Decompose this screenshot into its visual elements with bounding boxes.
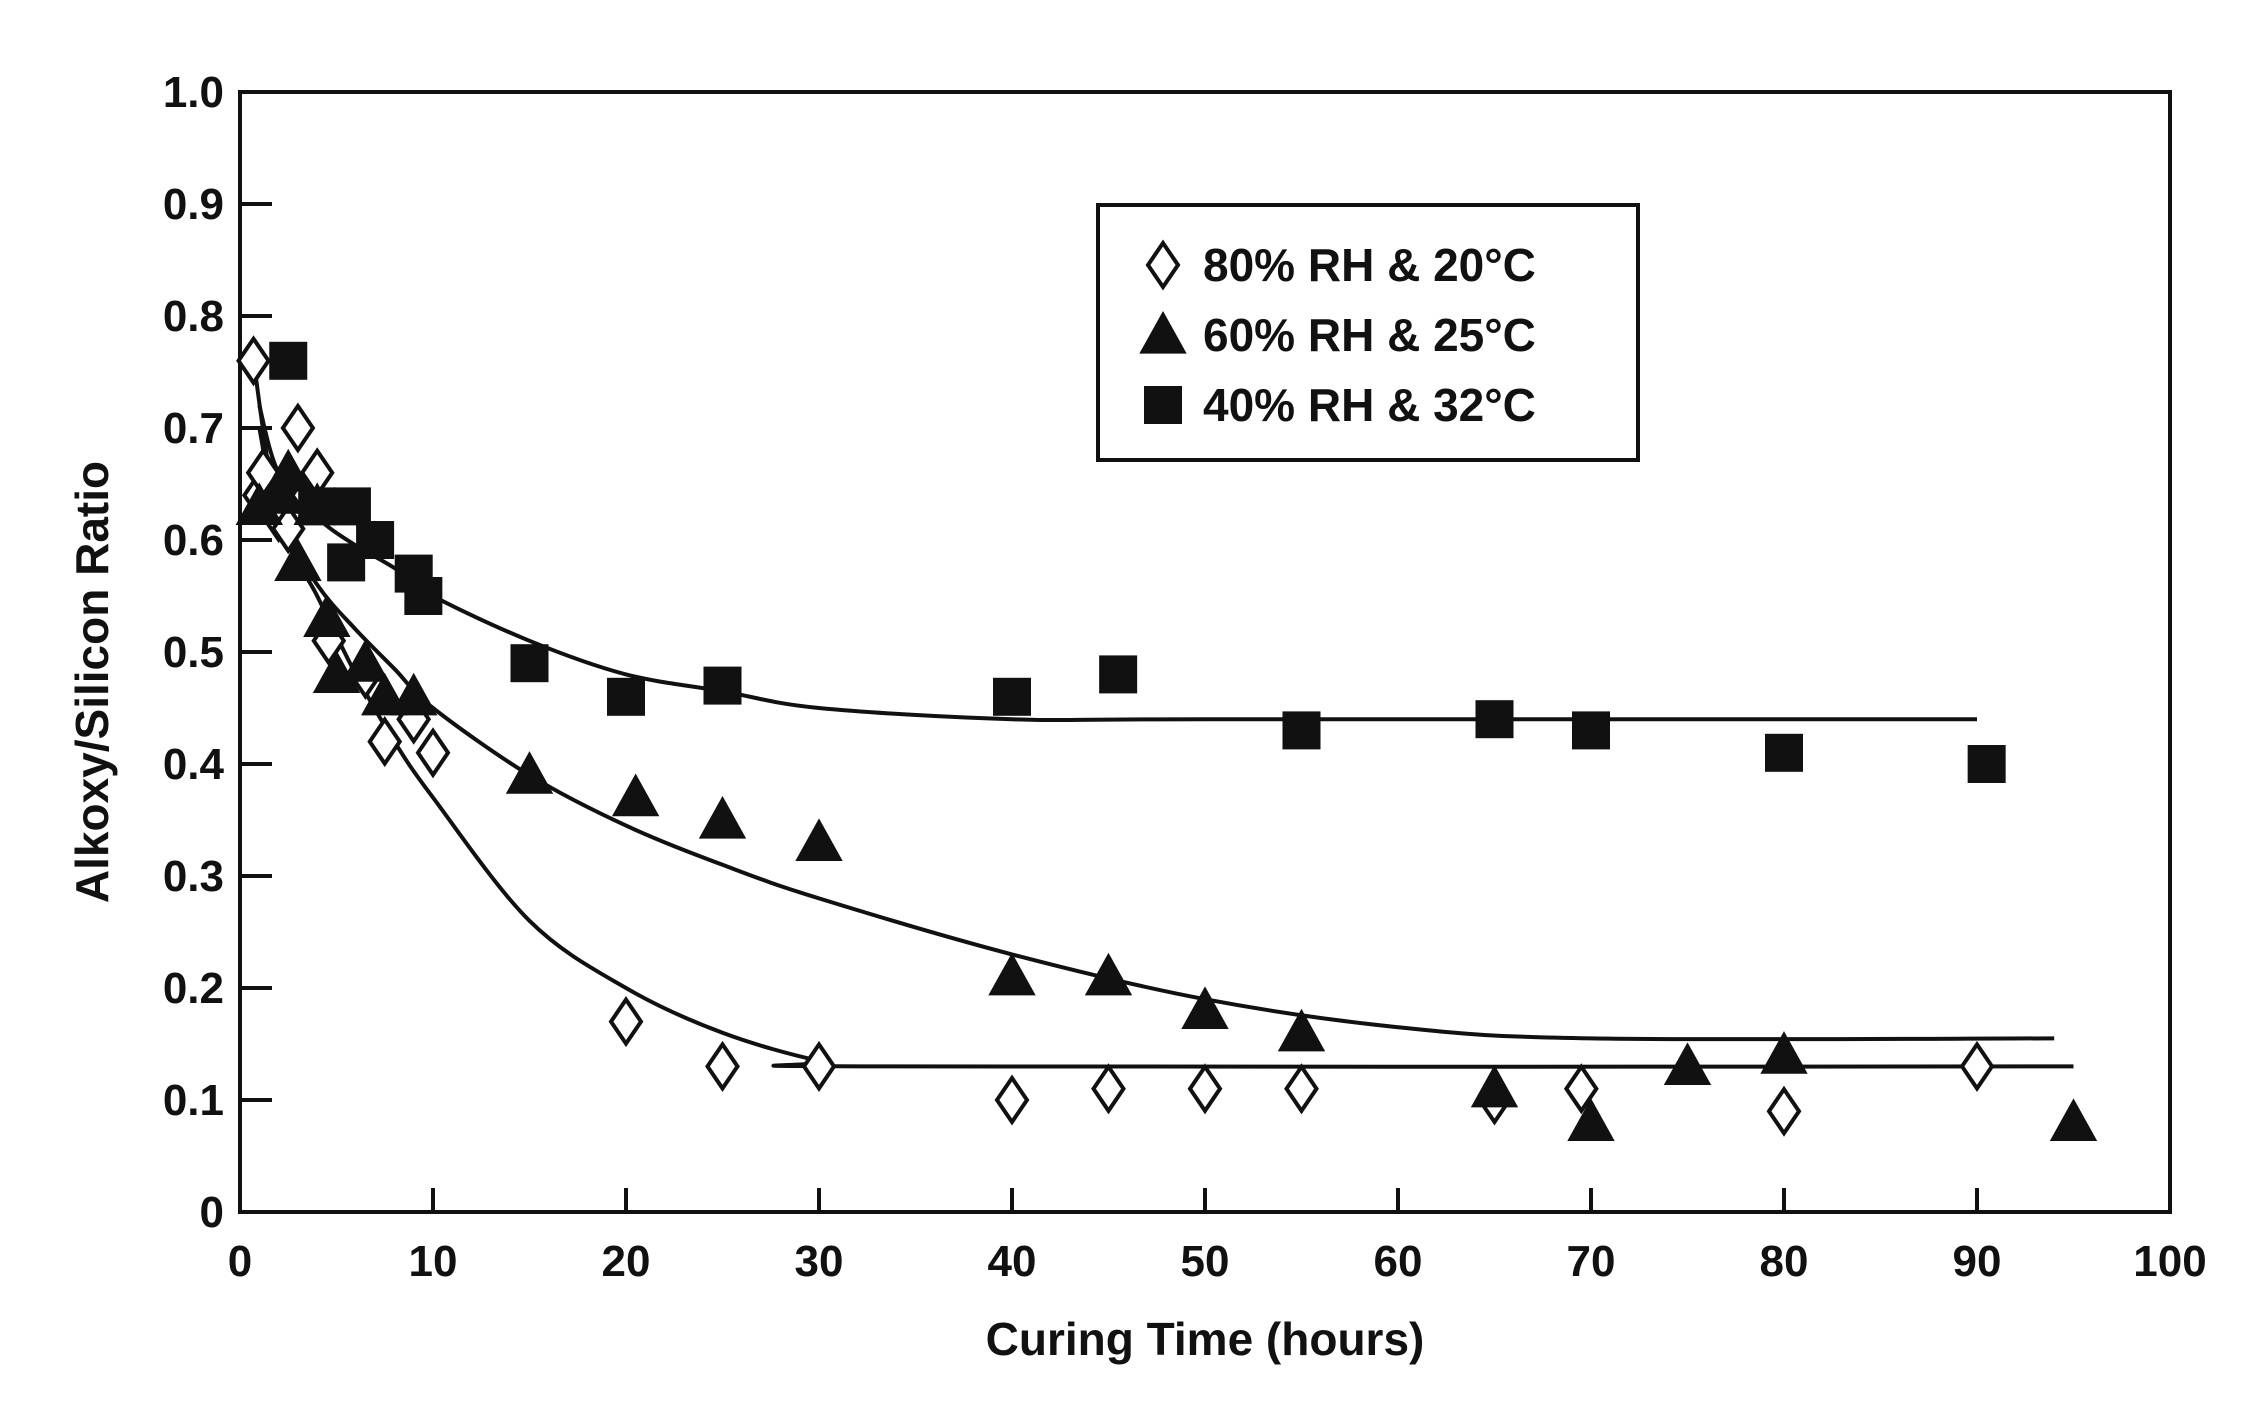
- data-point-triangle: [611, 773, 660, 817]
- series-3-points: [269, 341, 2006, 783]
- data-point-diamond: [280, 402, 316, 454]
- x-tick-label: 80: [1760, 1237, 1809, 1286]
- data-point-square: [1282, 711, 1321, 750]
- x-tick-label: 100: [2133, 1237, 2206, 1286]
- data-point-diamond: [1563, 1063, 1599, 1115]
- data-point-triangle: [505, 751, 554, 794]
- data-point-diamond: [236, 335, 271, 387]
- data-point-triangle: [698, 795, 747, 839]
- fit-line-1: [251, 360, 2074, 1069]
- x-tick-label: 20: [602, 1237, 651, 1286]
- y-tick-label: 0.9: [163, 180, 224, 229]
- data-point-triangle: [264, 448, 312, 492]
- y-tick-label: 0.5: [163, 628, 224, 677]
- data-point-triangle: [274, 538, 322, 581]
- legend-label: 80% RH & 20°C: [1203, 239, 1536, 291]
- data-point-square: [1967, 745, 2006, 783]
- legend: 80% RH & 20°C 60% RH & 25°C 40% RH & 32°C: [1096, 203, 1640, 462]
- x-tick-label: 50: [1181, 1237, 1230, 1286]
- y-tick-label: 0.4: [163, 740, 225, 789]
- legend-marker-square: [1144, 386, 1182, 424]
- data-point-diamond: [801, 1040, 837, 1092]
- data-point-triangle: [1760, 1031, 1808, 1074]
- data-point-diamond: [1959, 1040, 1995, 1092]
- data-point-triangle: [341, 639, 390, 682]
- legend-marker-diamond: [1145, 239, 1181, 291]
- x-tick-label: 70: [1567, 1237, 1616, 1286]
- data-point-triangle: [390, 672, 438, 716]
- y-tick-label: 0.3: [163, 852, 224, 901]
- y-tick-label: 0.1: [163, 1076, 224, 1125]
- data-point-square: [1099, 655, 1138, 694]
- series-2-points: [235, 448, 2098, 1141]
- data-point-square: [703, 666, 742, 705]
- x-tick-label: 30: [795, 1237, 844, 1286]
- data-points: [235, 335, 2098, 1141]
- data-point-triangle: [1181, 986, 1229, 1029]
- data-point-triangle: [361, 672, 409, 716]
- data-point-square: [607, 677, 645, 716]
- legend-box: [1096, 203, 1640, 462]
- y-tick-label: 0.6: [163, 516, 224, 565]
- legend-label: 40% RH & 32°C: [1203, 379, 1536, 431]
- data-point-diamond: [1284, 1063, 1319, 1115]
- data-point-square: [298, 487, 337, 526]
- x-axis-label: Curing Time (hours): [986, 1313, 1425, 1365]
- data-point-diamond: [1091, 1063, 1126, 1115]
- data-point-triangle: [1663, 1042, 1712, 1085]
- data-point-square: [356, 521, 395, 559]
- data-point-square: [1765, 733, 1803, 772]
- data-point-triangle: [1277, 1008, 1326, 1052]
- legend-marker-triangle: [1139, 310, 1187, 354]
- data-point-square: [993, 677, 1031, 716]
- data-point-square: [332, 487, 371, 526]
- data-point-diamond: [415, 727, 451, 779]
- y-tick-label: 0.2: [163, 964, 224, 1013]
- fit-lines: [251, 360, 2074, 1069]
- data-point-diamond: [994, 1074, 1030, 1126]
- y-tick-label: 0: [200, 1188, 224, 1237]
- axis-ticks: 0 10 20 30 40 50 60 70 80 90 100 0 0.1 0.2 0.3 0.4 0.5 0.…: [163, 68, 2207, 1286]
- x-tick-label: 60: [1374, 1237, 1423, 1286]
- data-point-triangle: [1567, 1098, 1615, 1141]
- data-point-triangle: [254, 471, 303, 514]
- fit-line-2: [257, 427, 2055, 1042]
- x-tick-label: 0: [228, 1237, 252, 1286]
- legend-label: 60% RH & 25°C: [1203, 309, 1536, 361]
- data-point-triangle: [795, 818, 843, 861]
- x-tick-label: 90: [1953, 1237, 2002, 1286]
- data-point-triangle: [1470, 1064, 1519, 1108]
- data-point-square: [510, 644, 549, 683]
- data-point-triangle: [988, 952, 1036, 996]
- y-tick-label: 0.8: [163, 292, 224, 341]
- y-tick-label: 1.0: [163, 68, 224, 117]
- x-tick-label: 10: [409, 1237, 458, 1286]
- data-point-triangle: [2049, 1098, 2098, 1141]
- data-point-square: [1572, 711, 1610, 750]
- data-point-square: [1475, 700, 1514, 739]
- y-axis-label: Alkoxy/Silicon Ratio: [66, 461, 118, 903]
- data-point-square: [404, 577, 443, 615]
- data-point-square: [269, 341, 308, 380]
- fit-line-3: [257, 405, 1977, 723]
- data-point-diamond: [1187, 1063, 1223, 1115]
- data-point-diamond: [705, 1040, 740, 1092]
- data-point-diamond: [1766, 1085, 1802, 1137]
- data-point-triangle: [303, 594, 351, 637]
- x-tick-label: 40: [988, 1237, 1037, 1286]
- data-point-diamond: [608, 996, 644, 1048]
- data-point-triangle: [1084, 952, 1133, 996]
- y-tick-label: 0.7: [163, 404, 224, 453]
- data-point-diamond: [367, 716, 403, 768]
